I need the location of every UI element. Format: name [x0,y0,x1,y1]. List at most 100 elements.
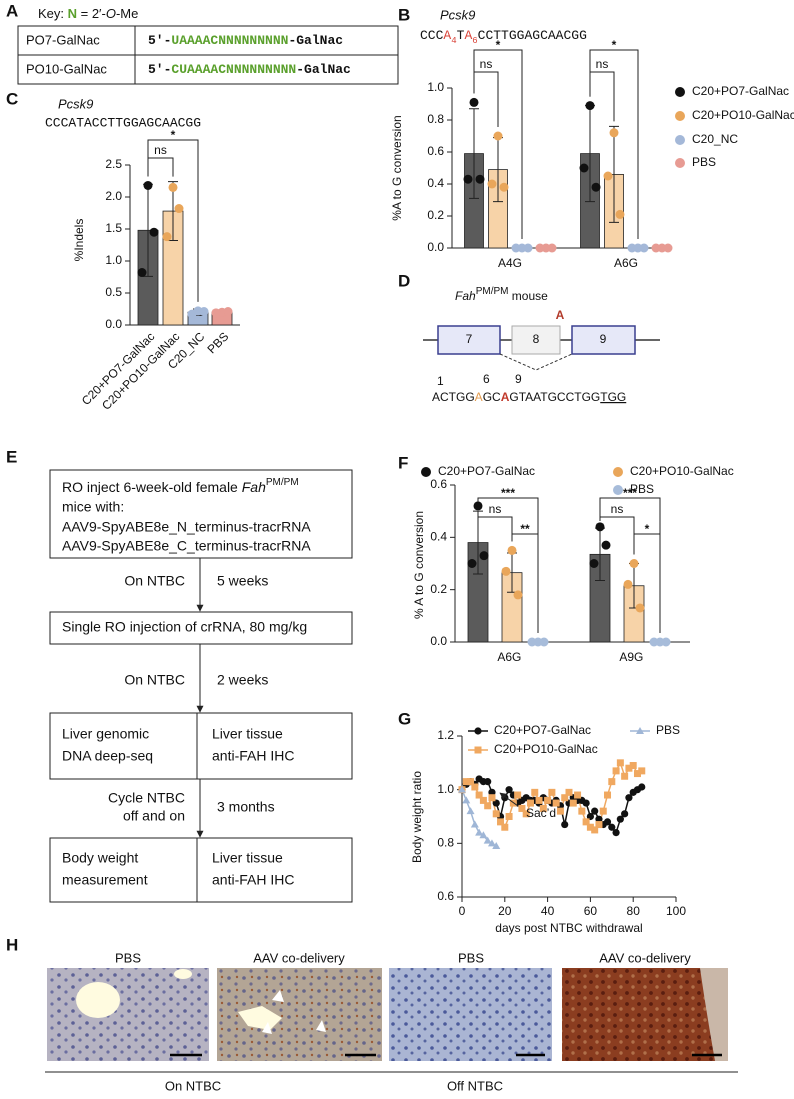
marker [629,762,637,770]
data-point [523,243,533,253]
significance-label: * [496,38,501,52]
y-tick-label: 0.0 [427,240,444,254]
data-point [639,243,649,253]
marker [586,812,595,821]
flow-note: Cycle NTBC [108,790,185,806]
data-point [663,243,673,253]
marker [474,746,482,754]
panel-label: H [6,935,18,954]
y-tick-label: 0.4 [430,530,447,544]
x-tick-label: 20 [498,904,512,918]
legend-label: C20_NC [692,132,738,146]
data-point [601,540,611,550]
significance-label: ns [489,502,502,516]
data-point [187,309,197,319]
y-tick-label: 0.8 [437,836,454,850]
tissue-edge [700,968,728,1061]
marker [595,821,603,829]
panel-label: E [6,447,17,466]
marker [604,791,612,799]
data-point [661,637,671,647]
marker [578,807,586,815]
image-label: AAV co-delivery [599,950,691,965]
legend-label: C20+PO7-GalNac [438,464,535,478]
x-tick-label: 0 [459,904,466,918]
flow-box [49,837,353,903]
data-point [469,97,479,107]
legend-label: C20+PO7-GalNac [692,84,789,98]
y-tick-label: 1.5 [105,221,122,235]
legend-label: PBS [656,723,680,737]
seq-part: A [443,28,451,43]
seq-end: -GalNac [296,62,351,77]
marker [501,823,509,831]
vessel [174,969,192,979]
position: 9 [515,372,522,386]
gene-name: Pcsk9 [440,7,475,22]
legend-swatch [675,158,685,168]
marker [505,813,513,820]
legend-label: PBS [692,155,716,169]
seq-part: A [475,390,483,404]
legend-label: C20+PO7-GalNac [494,723,591,737]
significance-label: * [645,522,650,536]
x-axis-label: days post NTBC withdrawal [495,921,642,935]
flow-text: Liver tissue [212,726,283,742]
marker [466,807,475,815]
flow-text: anti-FAH IHC [212,748,294,764]
data-point [579,163,589,173]
arrowhead [272,990,284,1002]
marker [483,836,492,844]
marker [484,802,492,810]
data-point [627,243,637,253]
data-point [473,501,483,511]
data-point [487,179,497,189]
key-o: O [106,6,116,21]
marker [458,785,466,793]
marker [548,788,556,796]
y-axis-label: % A to G conversion [412,511,426,619]
significance-label: ns [611,502,624,516]
x-tick-label: 80 [627,904,641,918]
marker [474,727,482,735]
marker [514,791,522,799]
data-point [603,171,613,181]
seq-part: ACTGG [432,390,475,404]
x-tick-label: A6G [614,256,638,270]
data-point [527,637,537,647]
marker [582,799,590,807]
significance-label: * [171,128,176,142]
significance-label: * [612,38,617,52]
flow-text: mice with: [62,499,124,515]
marker [574,791,582,799]
marker [471,783,479,791]
marker [462,778,470,786]
marker [612,829,620,837]
panel-label: B [398,5,410,24]
significance-label: ns [154,143,167,157]
y-tick-label: 1.2 [437,728,454,742]
flow-text: AAV9-SpyABE8e_N_terminus-tracrRNA [62,519,311,535]
exon-label: 8 [533,332,540,346]
panel-label: F [398,453,408,472]
seq-sub: 6 [472,36,477,46]
marker [492,799,500,807]
mouse-title: FahPM/PM mouse [455,286,548,303]
y-tick-label: 0.2 [430,582,447,596]
target-sequence: CCCA4TA6CCTTGGAGCAACGG [420,28,587,46]
legend-swatch [675,135,685,145]
flow-note: 2 weeks [217,672,268,688]
significance-bracket [147,157,174,177]
panel-label: C [6,89,18,108]
y-tick-label: 1.0 [437,782,454,796]
arrowhead [316,1020,326,1032]
flow-note: On NTBC [124,672,185,688]
marker [522,810,530,818]
gene-name: Pcsk9 [58,96,93,111]
flow-text: Single RO injection of crRNA, 80 mg/kg [62,619,307,635]
exon [511,325,561,355]
x-tick-label: A4G [498,256,522,270]
flow-text: RO inject 6-week-old female FahPM/PM [62,477,299,495]
flow-text: measurement [62,872,148,888]
significance-label: ns [480,57,493,71]
